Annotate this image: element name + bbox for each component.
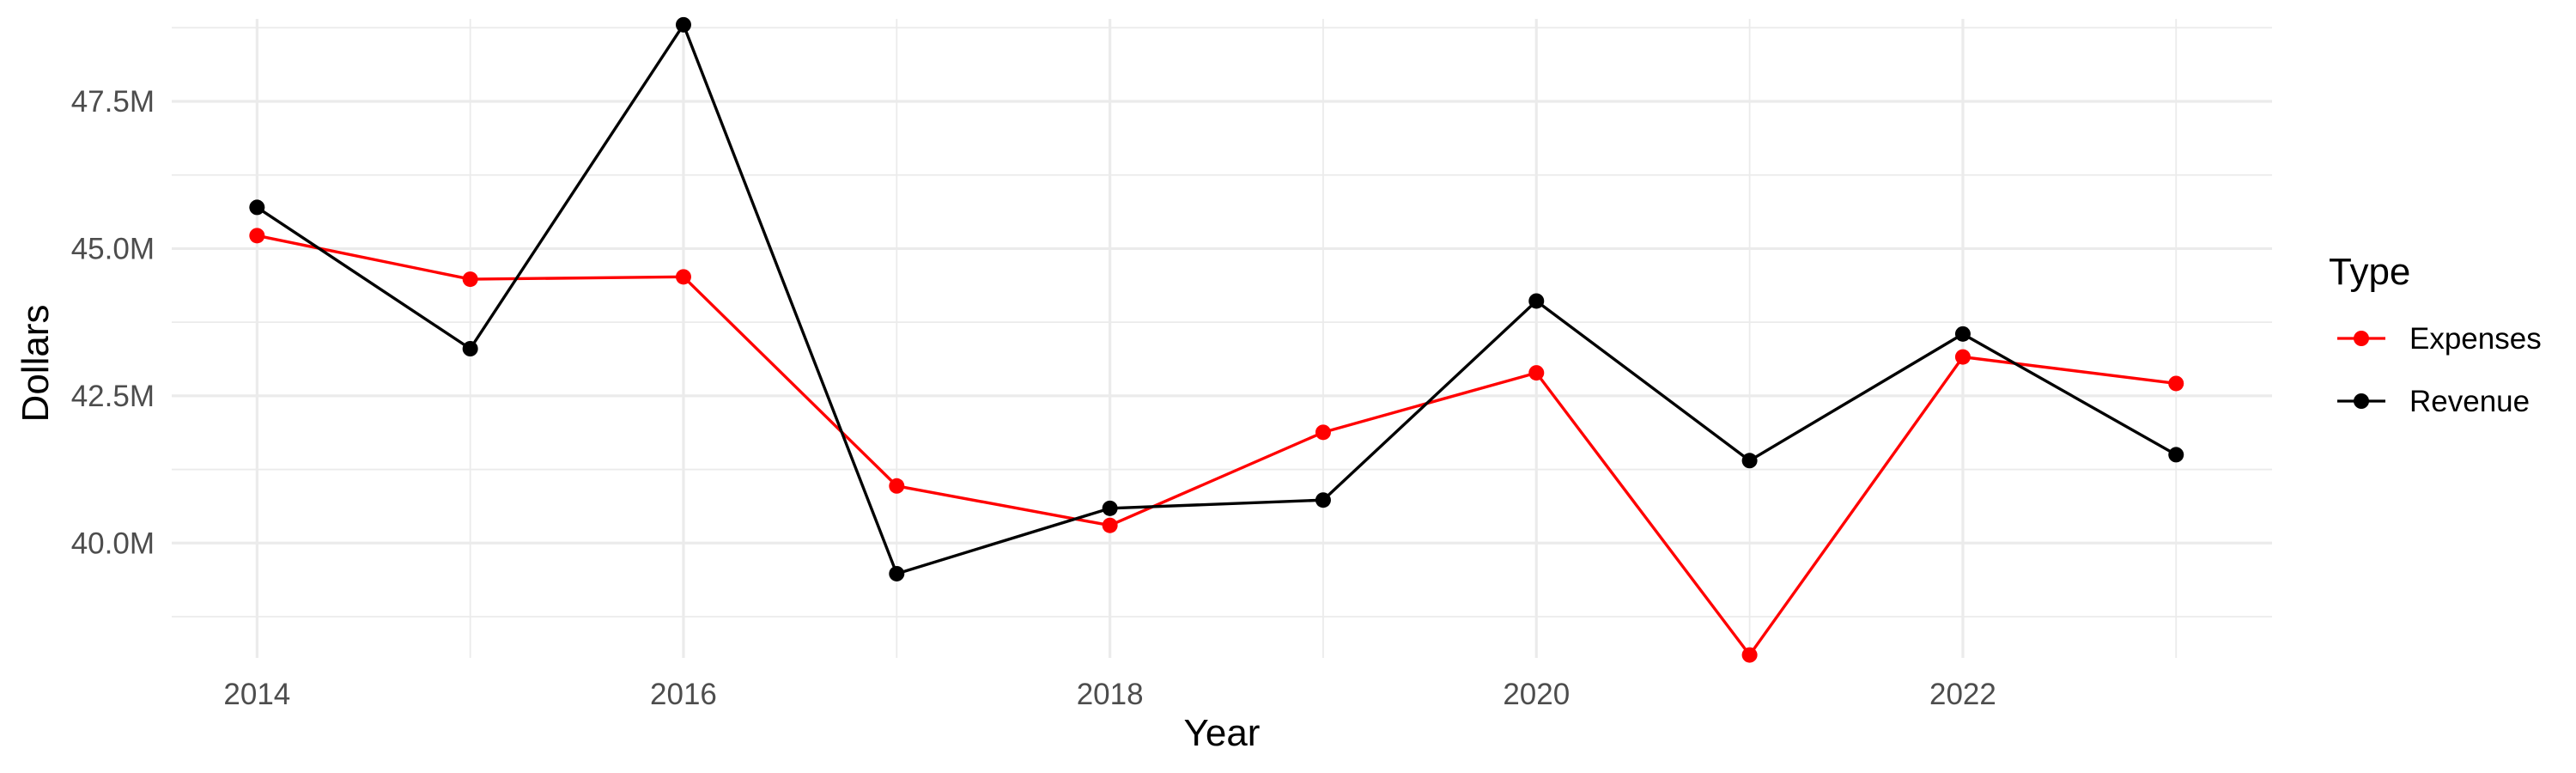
- major-horizontal-gridlines: [172, 100, 2272, 545]
- x-tick-label: 2022: [1929, 678, 1996, 711]
- data-point-revenue: [1741, 453, 1758, 469]
- legend-title: Type: [2329, 251, 2410, 293]
- x-axis-tick-labels: 2014 2016 2018 2020 2022: [223, 678, 1996, 711]
- legend-label-expenses: Expenses: [2409, 322, 2542, 356]
- y-axis-title: Dollars: [15, 305, 57, 423]
- series-layer: [249, 16, 2184, 663]
- data-point-revenue: [675, 16, 691, 33]
- series-expenses: [249, 228, 2184, 663]
- data-point-expenses: [1954, 349, 1971, 365]
- major-vertical-gridlines: [255, 19, 1965, 658]
- y-tick-label: 40.0M: [71, 526, 155, 560]
- series-line-revenue: [256, 23, 2178, 575]
- data-point-revenue: [1528, 293, 1545, 309]
- data-point-revenue: [1954, 326, 1971, 342]
- data-point-expenses: [1102, 517, 1118, 533]
- data-point-revenue: [1315, 492, 1331, 508]
- data-point-revenue: [1102, 500, 1118, 516]
- data-point-expenses: [2168, 375, 2184, 392]
- x-tick-label: 2018: [1077, 678, 1144, 711]
- x-axis-title: Year: [1184, 712, 1261, 754]
- x-tick-label: 2020: [1503, 678, 1570, 711]
- y-tick-label: 42.5M: [71, 380, 155, 413]
- data-point-revenue: [249, 199, 265, 216]
- minor-vertical-gridlines: [469, 19, 2178, 658]
- data-point-expenses: [1528, 365, 1545, 381]
- data-point-expenses: [1315, 424, 1331, 441]
- y-tick-label: 45.0M: [71, 232, 155, 265]
- data-point-expenses: [889, 478, 905, 494]
- x-tick-label: 2016: [650, 678, 717, 711]
- data-point-revenue: [889, 565, 905, 581]
- minor-horizontal-gridlines: [172, 27, 2272, 618]
- data-point-expenses: [1741, 647, 1758, 663]
- legend-item-expenses: Expenses: [2337, 322, 2542, 356]
- legend-key-point-revenue: [2354, 393, 2369, 409]
- data-point-expenses: [249, 228, 265, 244]
- data-point-expenses: [462, 271, 478, 288]
- legend-item-revenue: Revenue: [2337, 385, 2530, 418]
- series-line-expenses: [256, 234, 2177, 657]
- y-axis-tick-labels: 40.0M 42.5M 45.0M 47.5M: [71, 85, 155, 560]
- y-tick-label: 47.5M: [71, 85, 155, 119]
- series-revenue: [249, 16, 2184, 581]
- legend-key-point-expenses: [2354, 331, 2369, 346]
- x-tick-label: 2014: [223, 678, 290, 711]
- data-point-expenses: [675, 269, 691, 285]
- legend-label-revenue: Revenue: [2409, 385, 2530, 418]
- legend: Type Expenses Revenue: [2329, 251, 2542, 418]
- data-point-revenue: [2168, 447, 2184, 463]
- data-point-revenue: [462, 341, 478, 356]
